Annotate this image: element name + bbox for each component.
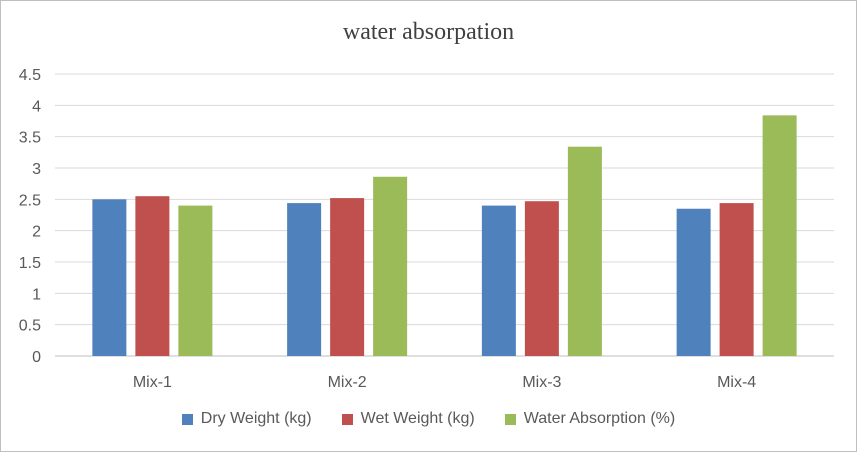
y-tick-label: 0.5	[19, 318, 41, 335]
plot-area: 0 0.5 1 1.5 2 2.5 3 3.5 4 4.5 Mix-1 Mix-2 Mix-3 Mix-4	[19, 67, 834, 391]
bar-mix-1-water-absorption	[178, 205, 213, 356]
bar-mix-3-wet-weight	[524, 201, 559, 356]
y-tick-label: 3	[32, 161, 41, 178]
bar-mix-2-wet-weight	[330, 198, 365, 356]
bar-mix-4-wet-weight	[719, 203, 754, 356]
legend-swatch	[341, 413, 353, 425]
y-tick-label: 0	[32, 349, 41, 366]
legend-swatch	[181, 413, 193, 425]
bar-mix-1-wet-weight	[135, 196, 170, 356]
legend-swatch	[504, 413, 516, 425]
legend: Dry Weight (kg) Wet Weight (kg) Water Abso…	[1, 410, 856, 428]
legend-label: Water Absorption (%)	[523, 410, 676, 427]
y-tick-label: 1.5	[19, 255, 41, 272]
x-tick-label: Mix-1	[133, 374, 172, 391]
bar-mix-2-water-absorption	[373, 176, 408, 356]
x-tick-label: Mix-2	[328, 374, 367, 391]
bar-mix-2-dry-weight	[287, 203, 322, 356]
legend-dry-weight: Dry Weight (kg)	[181, 410, 312, 428]
y-tick-label: 3.5	[19, 130, 41, 147]
x-tick-label: Mix-3	[522, 374, 561, 391]
legend-label: Dry Weight (kg)	[200, 410, 312, 427]
bar-mix-3-dry-weight	[481, 205, 516, 356]
bar-mix-3-water-absorption	[567, 146, 602, 356]
y-tick-label: 1	[32, 286, 41, 303]
chart-title: water absorpation	[342, 19, 515, 45]
y-tick-label: 4	[32, 98, 41, 115]
y-tick-label: 2	[32, 224, 41, 241]
bar-mix-1-dry-weight	[92, 199, 127, 356]
legend-water-absorption: Water Absorption (%)	[504, 410, 676, 428]
y-tick-label: 4.5	[19, 67, 41, 84]
legend-label: Wet Weight (kg)	[360, 410, 475, 427]
bar-mix-4-dry-weight	[676, 208, 711, 356]
bar-mix-4-water-absorption	[762, 115, 797, 356]
x-tick-label: Mix-4	[717, 374, 756, 391]
legend-wet-weight: Wet Weight (kg)	[341, 410, 475, 428]
y-tick-label: 2.5	[19, 192, 41, 209]
